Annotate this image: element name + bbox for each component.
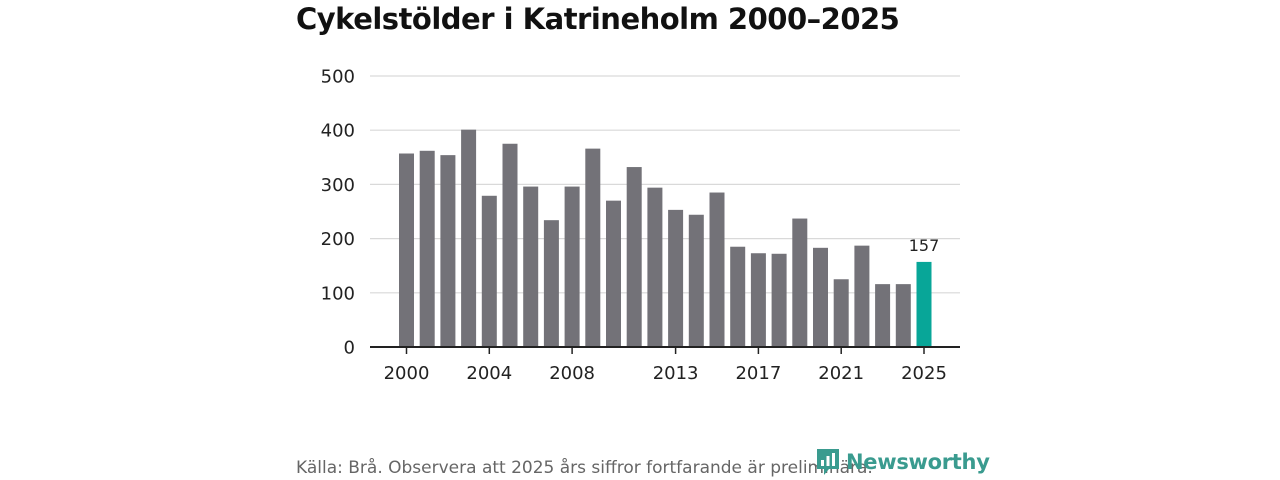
bar-2004 xyxy=(481,195,497,347)
bar-2017 xyxy=(750,253,766,347)
bar-2025 xyxy=(916,261,932,347)
y-tick-label: 0 xyxy=(344,338,355,359)
newsworthy-logo-icon xyxy=(817,449,839,475)
data-label-2025: 157 xyxy=(909,236,940,255)
y-tick-label: 500 xyxy=(321,67,355,88)
y-tick-label: 100 xyxy=(321,283,355,304)
bar-2018 xyxy=(771,253,787,347)
grid-lines xyxy=(370,75,960,294)
bar-2011 xyxy=(626,167,642,347)
bar-2021 xyxy=(833,279,849,347)
bar-2014 xyxy=(688,214,704,347)
x-tick-label: 2021 xyxy=(818,363,864,384)
bar-2012 xyxy=(647,187,663,347)
y-tick-label: 400 xyxy=(321,121,355,142)
bar-2008 xyxy=(564,186,580,347)
newsworthy-logo-text: Newsworthy xyxy=(846,450,990,474)
x-tick-label: 2004 xyxy=(466,363,512,384)
bar-2020 xyxy=(813,247,828,347)
bar-2013 xyxy=(668,209,684,347)
bar-2023 xyxy=(875,284,891,347)
bar-2016 xyxy=(730,246,746,347)
bar-2000 xyxy=(399,153,414,347)
x-axis-tick-labels: 2000 2004 2008 2013 2017 2021 2025 xyxy=(384,363,947,384)
bar-2015 xyxy=(709,192,725,347)
bar-2010 xyxy=(606,200,621,347)
bar-2007 xyxy=(543,220,559,347)
bar-2002 xyxy=(440,155,456,347)
newsworthy-logo[interactable]: Newsworthy xyxy=(815,446,990,478)
bar-2022 xyxy=(854,245,870,347)
bar-2009 xyxy=(585,148,601,347)
bar-2003 xyxy=(461,129,477,347)
source-note: Källa: Brå. Observera att 2025 års siffr… xyxy=(296,458,873,478)
x-tick-label: 2000 xyxy=(384,363,430,384)
bar-2006 xyxy=(523,186,539,347)
x-tick-label: 2013 xyxy=(653,363,699,384)
bar-chart: 0 100 200 300 400 500 2000 2004 2008 2013 2017 202… xyxy=(321,67,960,384)
bar-2024 xyxy=(895,284,911,347)
bars xyxy=(399,129,932,347)
bar-2005 xyxy=(502,143,518,347)
data-labels: 157 xyxy=(909,236,940,255)
chart-title: Cykelstölder i Katrineholm 2000–2025 xyxy=(296,2,900,36)
y-axis-tick-labels: 0 100 200 300 400 500 xyxy=(321,67,355,359)
y-tick-label: 300 xyxy=(321,175,355,196)
x-tick-label: 2017 xyxy=(735,363,781,384)
x-tick-label: 2025 xyxy=(901,363,947,384)
x-axis xyxy=(370,346,960,354)
x-tick-label: 2008 xyxy=(549,363,595,384)
y-tick-label: 200 xyxy=(321,229,355,250)
bar-2019 xyxy=(792,218,808,347)
bar-2001 xyxy=(419,150,435,347)
